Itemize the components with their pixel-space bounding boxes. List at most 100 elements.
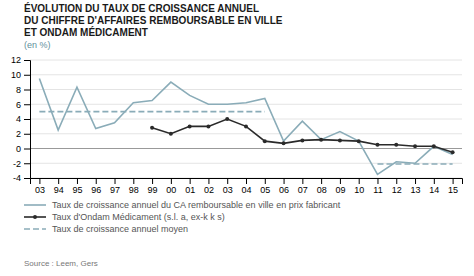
series-marker: [432, 144, 436, 148]
x-tick: 01: [185, 178, 195, 195]
grid-line: [30, 104, 462, 105]
x-tick: 05: [260, 178, 270, 195]
x-tick: 97: [110, 178, 120, 195]
series-marker: [263, 139, 267, 143]
x-tick-label: 94: [54, 185, 64, 195]
y-tick-label: 2: [16, 129, 21, 139]
y-tick: 0: [16, 144, 30, 154]
x-tick-label: 04: [241, 185, 251, 195]
series-line: [39, 78, 452, 174]
x-tick-label: 98: [129, 185, 139, 195]
x-tick-mark: [171, 178, 172, 184]
x-tick-mark: [152, 178, 153, 184]
y-tick: -4: [13, 173, 30, 183]
series-marker: [300, 138, 304, 142]
x-tick: 06: [279, 178, 289, 195]
x-tick-mark: [208, 178, 209, 184]
y-tick-label: 12: [11, 55, 21, 65]
series-marker: [188, 124, 192, 128]
y-tick: 2: [16, 129, 30, 139]
y-tick-mark: [24, 134, 30, 135]
y-tick-label: -4: [13, 173, 21, 183]
y-tick-mark: [24, 75, 30, 76]
grid-line: [30, 60, 462, 61]
series-marker: [394, 143, 398, 147]
x-tick-mark: [133, 178, 134, 184]
x-tick-mark: [39, 178, 40, 184]
x-tick-label: 01: [185, 185, 195, 195]
x-tick-mark: [58, 178, 59, 184]
x-tick-label: 10: [354, 185, 364, 195]
x-tick-label: 96: [91, 185, 101, 195]
legend-symbol: [24, 204, 46, 206]
y-tick-mark: [24, 119, 30, 120]
series-marker: [244, 124, 248, 128]
x-tick: 03: [223, 178, 233, 195]
series-marker: [413, 144, 417, 148]
y-tick-label: 10: [11, 70, 21, 80]
legend-item: Taux de croissance annuel moyen: [24, 224, 188, 234]
x-tick-mark: [77, 178, 78, 184]
y-tick: 10: [11, 70, 30, 80]
x-tick-label: 02: [204, 185, 214, 195]
legend-item: Taux de croissance annuel du CA rembours…: [24, 200, 341, 210]
x-tick-mark: [227, 178, 228, 184]
x-tick-label: 05: [260, 185, 270, 195]
series-marker: [451, 150, 455, 154]
x-tick: 08: [317, 178, 327, 195]
x-tick-mark: [453, 178, 454, 184]
legend-label: Taux d'Ondam Médicament (s.l. a, ex-k k …: [52, 212, 225, 222]
x-tick: 02: [204, 178, 214, 195]
x-tick-mark: [359, 178, 360, 184]
x-tick-mark: [115, 178, 116, 184]
x-tick-mark: [377, 178, 378, 184]
x-tick-label: 12: [392, 185, 402, 195]
y-tick-mark: [24, 163, 30, 164]
y-tick: 4: [16, 114, 30, 124]
x-tick-label: 95: [72, 185, 82, 195]
legend-marker: [33, 215, 37, 219]
y-tick-label: 0: [16, 144, 21, 154]
x-tick-label: 03: [223, 185, 233, 195]
grid-line: [30, 133, 462, 134]
x-tick: 15: [448, 178, 458, 195]
x-tick-label: 15: [448, 185, 458, 195]
x-tick: 00: [166, 178, 176, 195]
x-tick-label: 03: [35, 185, 45, 195]
x-tick-mark: [190, 178, 191, 184]
y-tick-label: 4: [16, 114, 21, 124]
x-tick: 13: [411, 178, 421, 195]
y-tick-mark: [24, 90, 30, 91]
legend-symbol: [24, 228, 46, 230]
y-tick-mark: [24, 149, 30, 150]
title: ÉVOLUTION DU TAUX DE CROISSANCE ANNUEL: [24, 2, 259, 14]
title: DU CHIFFRE D'AFFAIRES REMBOURSABLE EN VI…: [24, 15, 283, 26]
y-tick: 8: [16, 85, 30, 95]
y-tick: 12: [11, 55, 30, 65]
x-tick-label: 08: [317, 185, 327, 195]
x-tick-mark: [265, 178, 266, 184]
x-tick: 95: [72, 178, 82, 195]
x-tick-mark: [302, 178, 303, 184]
source: Source : Leem, Gers: [24, 259, 98, 268]
x-tick-label: 06: [279, 185, 289, 195]
y-axis: -4-2024681012: [11, 55, 31, 183]
chart-svg: ÉVOLUTION DU TAUX DE CROISSANCE ANNUELDU…: [0, 0, 474, 276]
series-marker: [338, 138, 342, 142]
x-tick-mark: [434, 178, 435, 184]
zero-line: [30, 148, 462, 149]
grid: [30, 60, 462, 178]
x-tick-mark: [284, 178, 285, 184]
legend: Taux de croissance annuel du CA rembours…: [24, 200, 341, 234]
y-tick-mark: [24, 178, 30, 179]
series-marker: [150, 126, 154, 130]
y-tick: 6: [16, 100, 30, 110]
y-tick-label: 6: [16, 100, 21, 110]
legend-label: Taux de croissance annuel du CA rembours…: [52, 200, 341, 210]
x-tick-mark: [396, 178, 397, 184]
x-tick: 07: [298, 178, 308, 195]
legend-label: Taux de croissance annuel moyen: [52, 224, 188, 234]
x-tick-label: 00: [166, 185, 176, 195]
x-tick-mark: [246, 178, 247, 184]
grid-line: [30, 119, 462, 120]
